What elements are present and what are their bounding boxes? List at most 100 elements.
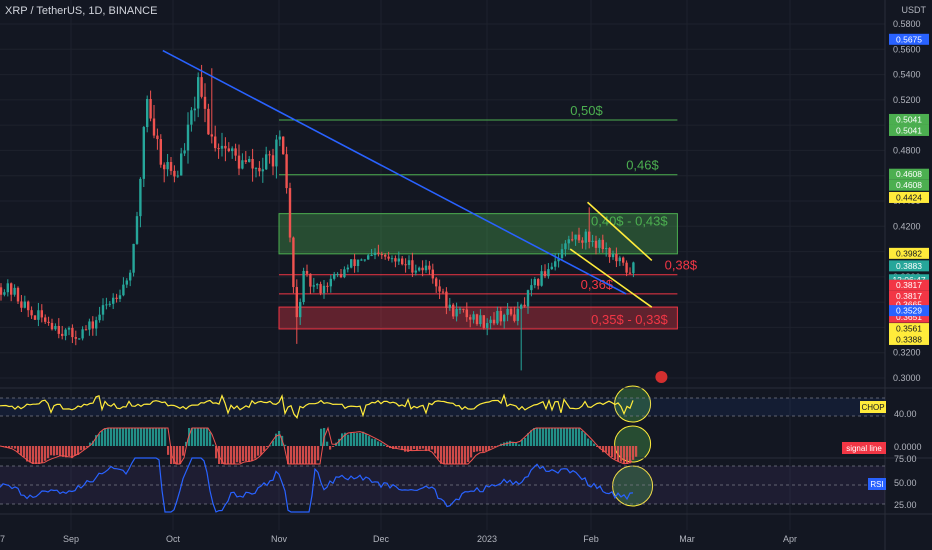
candle-body xyxy=(350,259,353,268)
trendline-descending xyxy=(162,49,627,295)
level-label-1: 0,46$ xyxy=(626,158,659,173)
candle-body xyxy=(27,301,30,311)
candle-body xyxy=(61,333,64,336)
candle-body xyxy=(438,286,441,292)
rsi-tick: 25.00 xyxy=(894,500,917,510)
candle-body xyxy=(424,265,428,271)
price-tag: 0.3982 xyxy=(896,248,922,258)
price-tag-bg xyxy=(889,113,929,125)
candle-body xyxy=(176,175,179,177)
histogram-bar xyxy=(458,446,461,464)
candle-body xyxy=(516,308,519,321)
price-tag: 0.3529 xyxy=(896,306,922,316)
candle-body xyxy=(367,255,370,260)
histogram-bar xyxy=(20,446,23,456)
histogram-bar xyxy=(371,438,374,446)
candle-body xyxy=(333,274,336,279)
chop-value: 40.00 xyxy=(894,409,917,419)
candle-body xyxy=(214,136,217,149)
time-tick: 17 xyxy=(0,534,5,544)
histogram-bar xyxy=(278,430,281,446)
histogram-bar xyxy=(65,446,68,458)
histogram-bar xyxy=(161,428,164,446)
candle-body xyxy=(254,167,258,169)
candle-body xyxy=(237,155,241,169)
histogram-bar xyxy=(248,446,251,463)
histogram-bar xyxy=(224,446,227,464)
time-tick: Oct xyxy=(166,534,181,544)
histogram-bar xyxy=(446,446,449,464)
price-tag: 0.3817 xyxy=(896,291,922,301)
histogram-bar xyxy=(455,446,458,464)
candle-body xyxy=(139,178,142,217)
histogram-bar xyxy=(482,446,485,452)
candle-body xyxy=(152,118,156,136)
histogram-bar xyxy=(272,440,275,446)
time-tick: 2023 xyxy=(477,534,497,544)
histogram-bar xyxy=(29,446,32,463)
histogram-bar xyxy=(350,432,353,446)
candle-body xyxy=(543,271,547,277)
price-tag: 0.4608 xyxy=(896,180,922,190)
candles xyxy=(0,64,635,371)
candle-body xyxy=(564,243,567,250)
histogram-bar xyxy=(26,446,29,462)
candle-body xyxy=(112,297,115,304)
histogram-bar xyxy=(86,446,89,448)
price-tag: 0.3651 xyxy=(896,312,922,322)
candle-body xyxy=(441,291,445,293)
candle-body xyxy=(472,314,475,320)
rsi-band xyxy=(0,466,885,504)
histogram-bar xyxy=(269,445,272,447)
candle-body xyxy=(299,302,302,318)
histogram-bar xyxy=(599,446,602,449)
histogram-bar xyxy=(5,446,8,447)
price-tag: 0.4608 xyxy=(896,169,922,179)
candle-body xyxy=(91,321,94,329)
candle-body xyxy=(574,234,577,240)
candle-body xyxy=(605,248,608,250)
histogram-bar xyxy=(80,446,83,451)
time-tick: Mar xyxy=(679,534,695,544)
histogram-bar xyxy=(464,446,467,464)
histogram-bar xyxy=(59,446,62,457)
histogram-bar xyxy=(290,446,293,464)
horizontal-levels: 0,50$ 0,46$ 0,38$ 0,36$ xyxy=(279,103,698,295)
candle-body xyxy=(309,273,312,287)
histogram-bar xyxy=(119,428,122,446)
price-tick: 0.4200 xyxy=(893,221,921,231)
candle-body xyxy=(295,287,298,318)
candle-body xyxy=(567,239,570,244)
candle-body xyxy=(513,314,516,321)
histogram-bar xyxy=(77,446,80,455)
histogram-bar xyxy=(53,446,56,456)
histogram-bar xyxy=(578,428,581,446)
candle-body xyxy=(411,260,414,273)
candle-body xyxy=(594,240,598,248)
histogram-bar xyxy=(23,446,26,458)
histogram-bar xyxy=(185,441,188,446)
histogram-bar xyxy=(143,428,146,446)
candle-body xyxy=(78,338,81,340)
histogram-bar xyxy=(227,446,230,464)
histogram-bar xyxy=(515,442,518,446)
histogram-bar xyxy=(113,428,116,446)
histogram-bar xyxy=(326,441,329,446)
price-tag-bg xyxy=(889,260,929,272)
candle-body xyxy=(268,154,271,156)
histogram-bar xyxy=(449,446,452,464)
histogram-bar xyxy=(266,446,269,447)
candle-body xyxy=(462,308,465,310)
candle-body xyxy=(407,260,411,266)
candle-body xyxy=(261,169,264,172)
candle-body xyxy=(71,327,74,338)
histogram-bar xyxy=(626,446,629,464)
histogram-bar xyxy=(338,438,341,446)
candle-body xyxy=(10,283,13,295)
candle-body xyxy=(258,167,261,172)
histogram-bar xyxy=(368,436,371,446)
candle-body xyxy=(322,285,326,294)
candle-body xyxy=(390,258,394,260)
candle-body xyxy=(95,320,98,329)
